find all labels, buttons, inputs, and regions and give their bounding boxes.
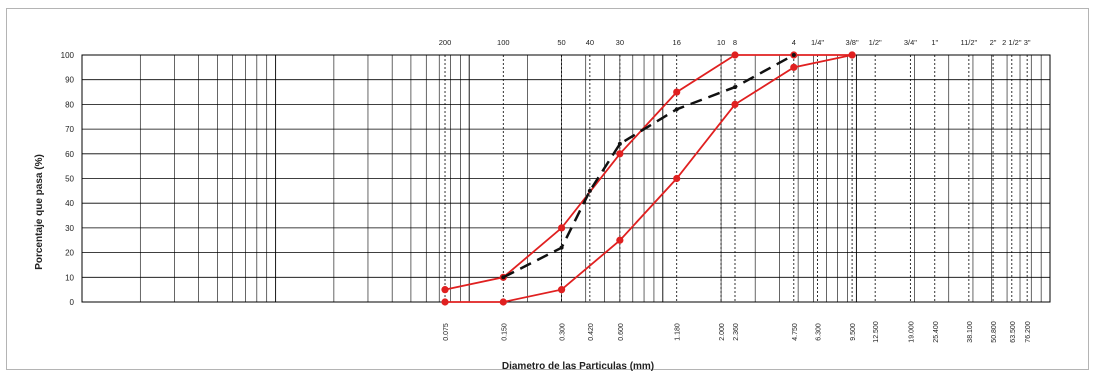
y-tick-label: 80 <box>65 100 74 109</box>
series-point-upper-limit <box>557 224 566 232</box>
sieve-label: 40 <box>586 38 594 47</box>
series-point-upper-limit <box>441 286 449 294</box>
sieve-label: 4 <box>792 38 796 47</box>
series-line-lower-limit <box>445 54 853 303</box>
sieve-size-label: 76.200 <box>1025 321 1032 343</box>
y-tick-label: 100 <box>61 51 75 60</box>
sieve-label: 3" <box>1024 38 1031 47</box>
sieve-size-label: 0.600 <box>618 323 625 341</box>
series-point-dashed <box>617 141 622 146</box>
sieve-size-label: 12.500 <box>873 321 880 343</box>
sieve-size-label: 1.180 <box>675 323 682 341</box>
x-axis-label: Diametro de las Particulas (mm) <box>502 361 654 372</box>
sieve-label: 200 <box>439 38 452 47</box>
sieve-label: 8 <box>733 38 737 47</box>
label-layer: 0 10 20 30 40 50 60 70 80 90 100 200 0.075 100 0.150 50… <box>61 38 1033 343</box>
sieve-size-label: 4.750 <box>792 323 799 341</box>
sieve-size-label: 0.420 <box>588 323 595 341</box>
series-line-upper-limit <box>444 54 853 291</box>
sieve-label: 1/2" <box>869 38 882 47</box>
sieve-label: 2 1/2" <box>1002 38 1022 47</box>
y-axis-label: Porcentaje que pasa (%) <box>34 154 45 270</box>
series-point-upper-limit <box>731 51 739 59</box>
y-tick-label: 10 <box>65 273 74 282</box>
sieve-label: 10 <box>717 38 725 47</box>
sieve-size-label: 0.300 <box>560 323 567 341</box>
sieve-label: 50 <box>557 38 565 47</box>
series-point-dashed <box>732 85 737 90</box>
chart-frame <box>6 8 1089 370</box>
sieve-size-label: 2.360 <box>733 323 740 341</box>
sieve-label: 3/8" <box>846 38 859 47</box>
sieve-size-label: 50.800 <box>991 321 998 343</box>
sieve-label: 3/4" <box>904 38 917 47</box>
y-tick-label: 40 <box>65 199 74 208</box>
y-tick-label: 70 <box>65 125 74 134</box>
sieve-label: 1" <box>931 38 938 47</box>
sieve-label: 30 <box>616 38 624 47</box>
series-point-lower-limit <box>616 236 624 244</box>
series-point-lower-limit <box>731 100 739 108</box>
sieve-size-label: 2.000 <box>719 323 726 341</box>
y-tick-label: 0 <box>70 298 75 307</box>
series-point-upper-limit <box>616 150 624 158</box>
sieve-size-label: 0.075 <box>443 323 450 341</box>
sieve-label: 1/4" <box>811 38 824 47</box>
series-point-lower-limit <box>557 286 566 294</box>
sieve-size-label: 0.150 <box>501 323 508 341</box>
sieve-size-label: 25.400 <box>933 321 940 343</box>
y-tick-label: 20 <box>65 249 74 258</box>
sieve-label: 11/2" <box>961 38 978 47</box>
sieve-label: 2" <box>990 38 997 47</box>
series-point-dashed <box>674 107 679 112</box>
sieve-label: 100 <box>497 38 510 47</box>
sieve-size-label: 9.500 <box>850 323 857 341</box>
series-point-dashed <box>559 245 564 250</box>
series-point-dashed <box>587 188 592 193</box>
y-tick-label: 90 <box>65 76 74 85</box>
sieve-label: 16 <box>673 38 681 47</box>
series-point-dashed <box>501 275 506 280</box>
plot-border <box>81 54 1051 303</box>
sieve-size-label: 19.000 <box>908 321 915 343</box>
series-point-lower-limit <box>790 63 798 71</box>
series-point-dashed <box>791 53 796 57</box>
sieve-size-label: 38.100 <box>967 321 974 343</box>
series-point-lower-limit <box>499 298 507 306</box>
sieve-size-label: 6.300 <box>816 323 823 341</box>
sieve-size-label: 63.500 <box>1010 321 1017 343</box>
series-point-lower-limit <box>848 51 856 59</box>
grid-layer <box>81 54 1051 303</box>
series-line-dashed <box>502 53 795 279</box>
series-point-upper-limit <box>673 88 681 96</box>
y-tick-label: 30 <box>65 224 74 233</box>
y-tick-label: 60 <box>65 150 74 159</box>
series-point-lower-limit <box>673 174 681 183</box>
y-tick-label: 50 <box>65 175 74 184</box>
series-point-lower-limit <box>441 298 449 306</box>
series-layer <box>441 51 856 306</box>
